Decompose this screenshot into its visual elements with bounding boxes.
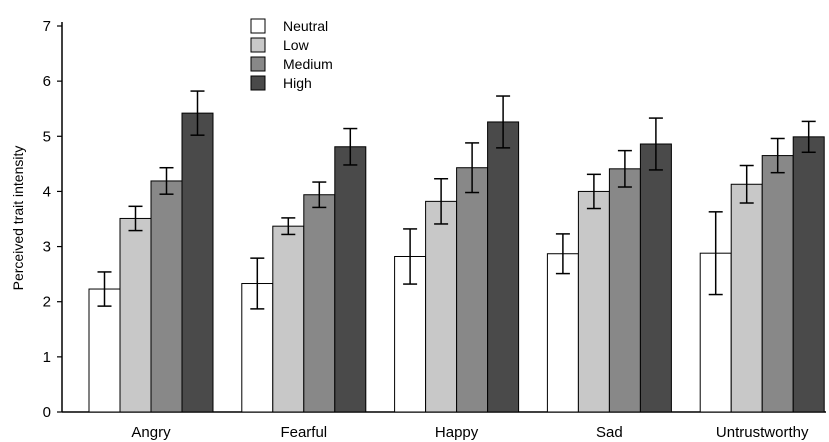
x-tick-label: Angry xyxy=(131,424,171,441)
bar xyxy=(88,288,121,413)
legend-label: Medium xyxy=(283,56,333,72)
bar xyxy=(303,194,336,413)
legend-swatch xyxy=(250,75,266,91)
bar xyxy=(761,155,794,413)
legend-label: Low xyxy=(283,37,310,53)
y-axis-title: Perceived trait intensity xyxy=(10,146,26,291)
x-tick-label: Happy xyxy=(435,424,479,441)
bar xyxy=(608,168,641,413)
legend-swatch xyxy=(250,56,266,72)
bar xyxy=(272,225,305,413)
bar xyxy=(456,167,489,413)
bar xyxy=(730,183,763,413)
y-tick-label: 1 xyxy=(43,349,51,366)
legend-label: High xyxy=(283,75,312,91)
x-axis: Angry Fearful Happy Sad Untrustworthy xyxy=(62,411,826,441)
y-tick-label: 5 xyxy=(43,128,51,145)
bar xyxy=(487,121,520,413)
legend: Neutral Low Medium High xyxy=(250,18,333,91)
bar xyxy=(425,200,458,413)
legend-swatch xyxy=(250,37,266,53)
y-axis: 0 1 2 3 4 5 6 7 xyxy=(43,18,63,421)
bars xyxy=(88,112,825,413)
y-tick-label: 6 xyxy=(43,73,51,90)
bar xyxy=(792,136,825,413)
x-tick-label: Fearful xyxy=(280,424,327,441)
bar xyxy=(577,190,610,413)
bar xyxy=(699,252,732,413)
y-tick-label: 4 xyxy=(43,183,51,200)
x-tick-label: Sad xyxy=(596,424,623,441)
bar xyxy=(181,112,214,413)
bar xyxy=(119,217,152,413)
bar xyxy=(334,146,367,413)
x-tick-label: Untrustworthy xyxy=(716,424,809,441)
legend-label: Neutral xyxy=(283,18,328,34)
y-tick-label: 7 xyxy=(43,18,51,35)
y-tick-label: 2 xyxy=(43,294,51,311)
legend-swatch xyxy=(250,18,266,34)
bar xyxy=(639,143,672,413)
y-tick-label: 0 xyxy=(43,404,51,421)
error-bars xyxy=(97,90,816,310)
y-tick-label: 3 xyxy=(43,239,51,256)
bar xyxy=(546,253,579,413)
bar xyxy=(150,180,183,413)
